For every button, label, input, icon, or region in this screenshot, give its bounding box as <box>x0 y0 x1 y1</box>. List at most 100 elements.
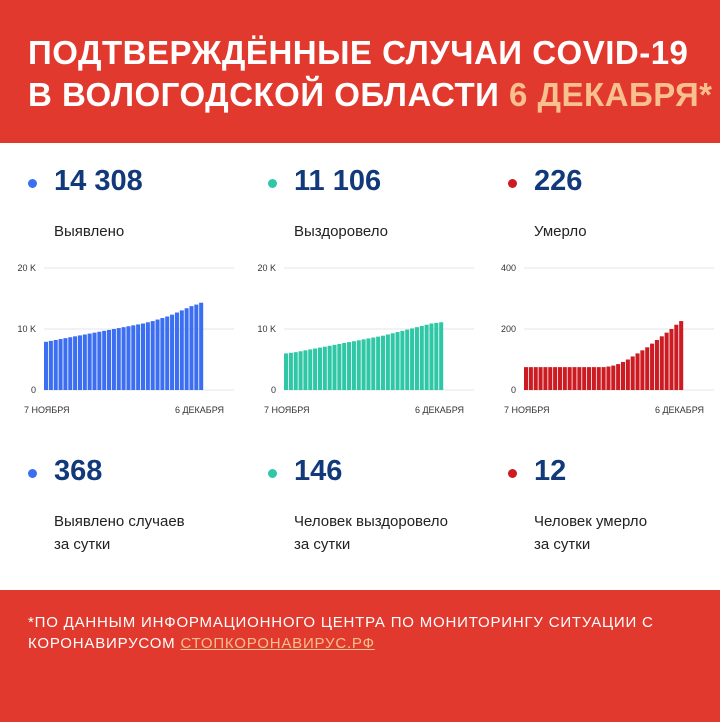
y-tick-label: 20 K <box>257 263 276 273</box>
bar <box>524 367 529 390</box>
bar <box>371 337 376 390</box>
bar <box>136 324 141 390</box>
footer-link[interactable]: СТОПКОРОНАВИРУС.РФ <box>180 635 375 652</box>
bar <box>351 341 356 390</box>
bar <box>533 367 538 390</box>
x-end-label: 6 ДЕКАБРЯ <box>415 405 464 415</box>
footer-text: *ПО ДАННЫМ ИНФОРМАЦИОННОГО ЦЕНТРА ПО МОН… <box>28 614 654 652</box>
bar <box>395 332 400 390</box>
bar <box>630 356 635 390</box>
bar <box>664 332 669 390</box>
bar <box>160 318 165 390</box>
bar <box>184 308 189 390</box>
chart-recovered: 0 10 K 20 K 7 НОЯБРЯ 6 ДЕКАБРЯ <box>257 263 474 415</box>
x-end-label: 6 ДЕКАБРЯ <box>655 405 704 415</box>
bar <box>189 306 194 390</box>
bar <box>390 333 395 390</box>
bar <box>591 367 596 390</box>
bar <box>140 323 146 390</box>
bar <box>376 336 381 390</box>
title-date: 6 ДЕКАБРЯ* <box>509 76 713 113</box>
bar <box>356 340 361 390</box>
bar <box>577 367 582 390</box>
bar <box>63 338 68 390</box>
bar <box>659 336 664 390</box>
bar <box>73 336 78 390</box>
bar <box>419 325 424 390</box>
bar <box>308 349 313 390</box>
chart-deaths: 0 200 400 7 НОЯБРЯ 6 ДЕКАБРЯ <box>501 263 714 415</box>
bar <box>111 329 116 390</box>
bar <box>635 353 640 390</box>
daily-detected-label-line2: за сутки <box>54 536 111 553</box>
bar <box>439 322 444 390</box>
bar <box>625 359 630 390</box>
y-tick-label: 0 <box>271 385 276 395</box>
bar <box>557 367 562 390</box>
bar <box>645 347 650 390</box>
detected-total: 14 308 <box>54 165 143 197</box>
title-region: В ВОЛОГОДСКОЙ ОБЛАСТИ <box>28 76 500 113</box>
y-tick-label: 200 <box>501 324 516 334</box>
bar <box>611 365 616 390</box>
bar <box>317 347 322 390</box>
daily-recovered-dot-icon <box>268 469 277 478</box>
x-start-label: 7 НОЯБРЯ <box>24 405 70 415</box>
bar <box>322 346 327 390</box>
daily-detected-label-line1: Выявлено случаев <box>54 513 185 530</box>
bar <box>145 322 150 390</box>
y-tick-label: 10 K <box>17 324 36 334</box>
bar <box>131 325 136 390</box>
title-line-1: ПОДТВЕРЖДЁННЫЕ СЛУЧАИ COVID-19 <box>28 34 689 71</box>
bar <box>179 310 184 390</box>
deaths-label: Умерло <box>534 223 587 240</box>
bar <box>102 330 107 390</box>
recovered-total: 11 106 <box>294 165 382 197</box>
bar <box>385 334 390 390</box>
bar <box>538 367 543 390</box>
bar <box>293 352 298 390</box>
bar <box>567 367 572 390</box>
recovered-label: Выздоровело <box>294 223 389 240</box>
bar <box>400 330 405 390</box>
daily-detected-value: 368 <box>54 455 103 487</box>
bar <box>48 340 53 390</box>
detected-dot-icon <box>28 179 37 188</box>
daily-recovered-value: 146 <box>294 455 343 487</box>
bar <box>327 345 332 390</box>
bar <box>174 312 179 390</box>
bar <box>669 329 674 390</box>
bar <box>58 339 63 390</box>
bar <box>284 353 289 390</box>
bar <box>582 367 587 390</box>
bar <box>107 329 112 390</box>
daily-recovered-label-line1: Человек выздоровело <box>294 513 448 530</box>
y-tick-label: 10 K <box>257 324 276 334</box>
bar <box>616 364 621 390</box>
y-tick-label: 20 K <box>17 263 36 273</box>
bar <box>548 367 553 390</box>
bar <box>361 339 366 390</box>
bar <box>620 361 626 390</box>
bar <box>121 327 126 390</box>
bar <box>92 332 97 390</box>
detected-label: Выявлено <box>54 223 125 240</box>
bar <box>199 302 204 390</box>
bar <box>380 335 386 390</box>
bar <box>654 339 659 390</box>
bar <box>97 331 102 390</box>
bar <box>596 367 601 390</box>
bar <box>434 322 439 390</box>
bar <box>44 341 49 390</box>
bar <box>587 367 592 390</box>
bar <box>543 367 548 390</box>
daily-recovered-label-line2: за сутки <box>294 536 351 553</box>
header: ПОДТВЕРЖДЁННЫЕ СЛУЧАИ COVID-19 В ВОЛОГОД… <box>0 0 720 143</box>
bar <box>298 351 303 390</box>
bar <box>650 343 655 390</box>
bar <box>155 319 160 390</box>
deaths-total: 226 <box>534 165 583 197</box>
y-tick-label: 0 <box>511 385 516 395</box>
bar <box>82 334 87 390</box>
footer-note: *ПО ДАННЫМ ИНФОРМАЦИОННОГО ЦЕНТРА ПО МОН… <box>28 612 708 654</box>
